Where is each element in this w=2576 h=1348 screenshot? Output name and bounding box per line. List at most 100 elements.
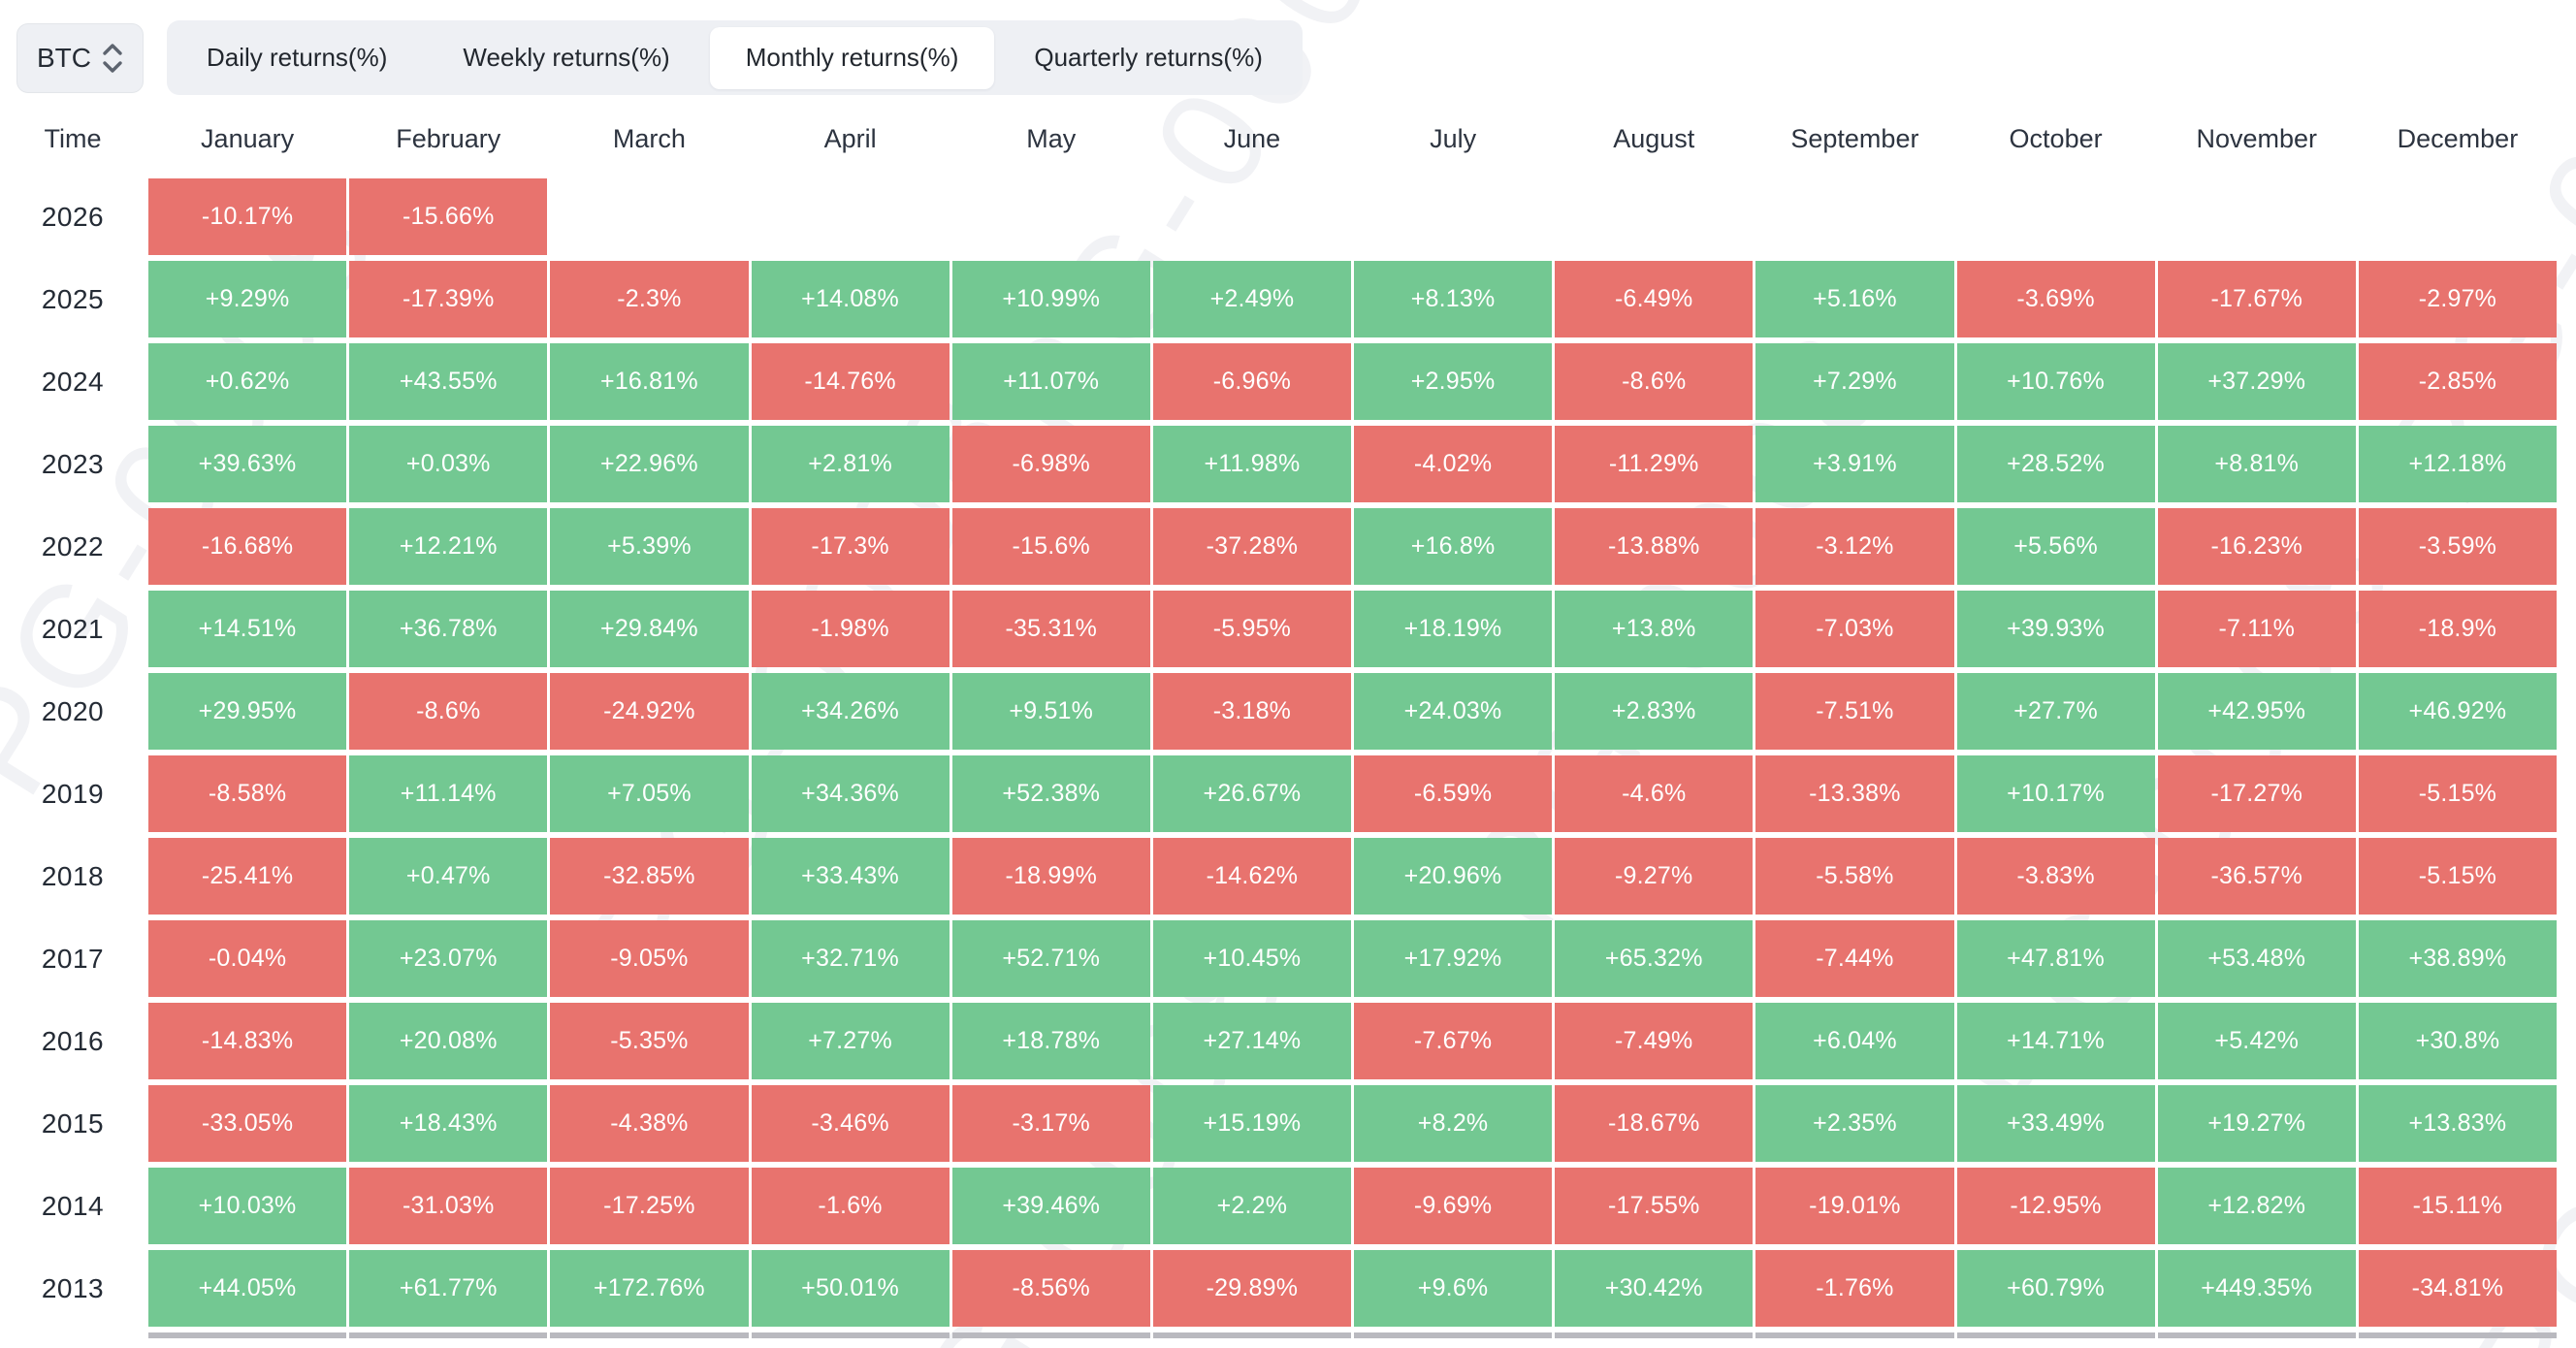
cutoff-row-spacer: [0, 1332, 145, 1338]
return-cell: -8.56%: [951, 1250, 1150, 1327]
top-toolbar: BTC Daily returns(%) Weekly returns(%) Mon…: [16, 20, 1303, 95]
return-cell: +13.8%: [1555, 591, 1754, 667]
return-cell: -3.12%: [1755, 508, 1954, 585]
year-label: 2019: [41, 778, 105, 809]
return-cell: -35.31%: [951, 591, 1150, 667]
year-label: 2017: [41, 943, 105, 974]
return-cell: -15.66%: [349, 178, 548, 255]
return-cell: +33.49%: [1956, 1085, 2155, 1162]
year-label: 2021: [41, 613, 105, 644]
return-cell: -13.88%: [1555, 508, 1754, 585]
column-header-july: July: [1430, 123, 1477, 153]
return-cell: +18.43%: [349, 1085, 548, 1162]
return-cell: -3.83%: [1956, 838, 2155, 915]
return-cell: +26.67%: [1152, 755, 1351, 832]
tab-monthly-returns[interactable]: Monthly returns(%): [709, 26, 995, 89]
empty-cell: [2158, 178, 2356, 255]
return-cell: -14.83%: [148, 1003, 347, 1079]
tab-weekly-returns[interactable]: Weekly returns(%): [427, 27, 705, 89]
return-cell: -36.57%: [2157, 838, 2356, 915]
return-cell: -31.03%: [349, 1168, 548, 1244]
return-cell: -3.46%: [751, 1085, 950, 1162]
return-cell: -11.29%: [1555, 426, 1754, 502]
time-column-header: Time: [44, 123, 102, 153]
cutoff-row-cell: [349, 1332, 548, 1338]
empty-cell: [1755, 178, 1953, 255]
empty-cell: [1957, 178, 2155, 255]
return-cell: +34.36%: [751, 755, 950, 832]
return-cell: +27.14%: [1152, 1003, 1351, 1079]
return-cell: -5.58%: [1755, 838, 1954, 915]
return-cell: +7.27%: [751, 1003, 950, 1079]
return-cell: -9.05%: [550, 920, 749, 997]
return-cell: +36.78%: [349, 591, 548, 667]
tab-daily-returns[interactable]: Daily returns(%): [171, 27, 423, 89]
return-cell: -7.67%: [1354, 1003, 1553, 1079]
return-cell: -10.17%: [148, 178, 347, 255]
return-cell: +3.91%: [1755, 426, 1954, 502]
return-cell: -19.01%: [1755, 1168, 1954, 1244]
return-cell: -5.15%: [2358, 838, 2557, 915]
asset-selector[interactable]: BTC: [16, 22, 144, 93]
return-cell: -6.98%: [951, 426, 1150, 502]
return-cell: -5.35%: [550, 1003, 749, 1079]
return-cell: -18.67%: [1555, 1085, 1754, 1162]
return-cell: +6.04%: [1755, 1003, 1954, 1079]
return-cell: +8.81%: [2157, 426, 2356, 502]
year-label: 2023: [41, 448, 105, 479]
return-cell: -18.9%: [2358, 591, 2557, 667]
cutoff-row-cell: [1555, 1332, 1754, 1338]
year-label: 2026: [41, 201, 105, 232]
return-cell: +2.83%: [1555, 673, 1754, 750]
return-cell: +23.07%: [349, 920, 548, 997]
return-cell: -16.68%: [148, 508, 347, 585]
return-cell: +2.81%: [751, 426, 950, 502]
return-cell: -17.39%: [349, 261, 548, 337]
cutoff-row-cell: [951, 1332, 1150, 1338]
return-cell: -4.6%: [1555, 755, 1754, 832]
cutoff-row-cell: [1152, 1332, 1351, 1338]
return-cell: +28.52%: [1956, 426, 2155, 502]
return-cell: +17.92%: [1354, 920, 1553, 997]
return-cell: -34.81%: [2358, 1250, 2557, 1327]
return-cell: +30.42%: [1555, 1250, 1754, 1327]
return-cell: +9.51%: [951, 673, 1150, 750]
return-cell: +12.82%: [2157, 1168, 2356, 1244]
return-cell: +34.26%: [751, 673, 950, 750]
return-cell: +37.29%: [2157, 343, 2356, 420]
return-cell: +65.32%: [1555, 920, 1754, 997]
return-cell: -4.02%: [1354, 426, 1553, 502]
return-cell: +61.77%: [349, 1250, 548, 1327]
empty-cell: [550, 178, 748, 255]
return-cell: -17.67%: [2157, 261, 2356, 337]
tab-quarterly-returns[interactable]: Quarterly returns(%): [998, 27, 1299, 89]
return-cell: -3.18%: [1152, 673, 1351, 750]
return-cell: -14.62%: [1152, 838, 1351, 915]
return-cell: +8.2%: [1354, 1085, 1553, 1162]
return-cell: +11.07%: [951, 343, 1150, 420]
return-cell: -1.6%: [751, 1168, 950, 1244]
year-label: 2015: [41, 1107, 105, 1139]
return-cell: +47.81%: [1956, 920, 2155, 997]
column-header-august: August: [1613, 123, 1695, 153]
year-label: 2014: [41, 1190, 105, 1221]
return-cell: -3.17%: [951, 1085, 1150, 1162]
empty-cell: [1153, 178, 1351, 255]
column-header-november: November: [2196, 123, 2318, 153]
cutoff-row-cell: [1956, 1332, 2155, 1338]
column-header-january: January: [201, 123, 295, 153]
return-cell: +5.42%: [2157, 1003, 2356, 1079]
year-label: 2020: [41, 695, 105, 726]
empty-cell: [1354, 178, 1552, 255]
return-cell: -2.85%: [2358, 343, 2557, 420]
return-cell: +39.63%: [148, 426, 347, 502]
return-cell: +44.05%: [148, 1250, 347, 1327]
year-label: 2025: [41, 283, 105, 314]
return-cell: +10.76%: [1956, 343, 2155, 420]
empty-cell: [952, 178, 1150, 255]
return-cell: +2.2%: [1152, 1168, 1351, 1244]
return-cell: +39.93%: [1956, 591, 2155, 667]
return-cell: -7.11%: [2157, 591, 2356, 667]
return-cell: +0.03%: [349, 426, 548, 502]
return-cell: -17.3%: [751, 508, 950, 585]
